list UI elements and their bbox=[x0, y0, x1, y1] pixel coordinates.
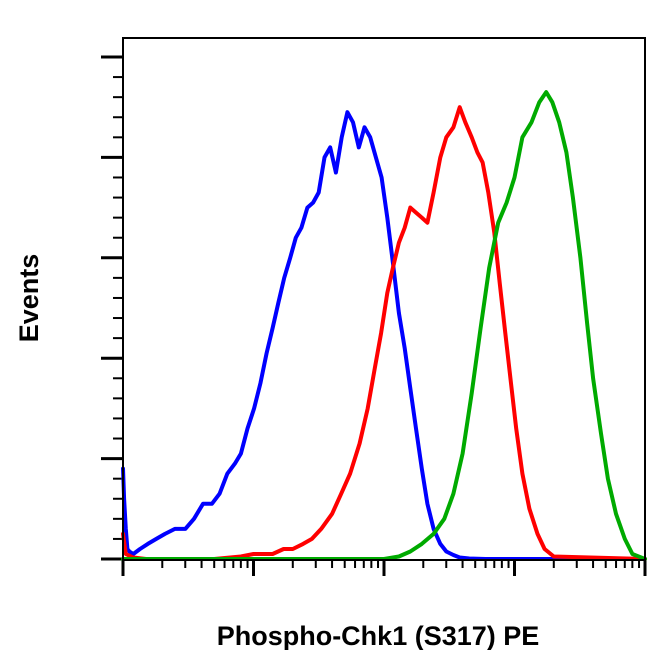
x-axis-label: Phospho-Chk1 (S317) PE bbox=[217, 621, 540, 650]
plot-frame bbox=[122, 37, 646, 561]
histogram-curves bbox=[121, 90, 647, 561]
axis-ticks bbox=[101, 55, 647, 576]
y-axis-label: Events bbox=[14, 254, 44, 343]
histogram-series-3 bbox=[121, 90, 647, 561]
histogram-series-1 bbox=[121, 110, 647, 561]
histogram-series-2 bbox=[121, 105, 647, 561]
